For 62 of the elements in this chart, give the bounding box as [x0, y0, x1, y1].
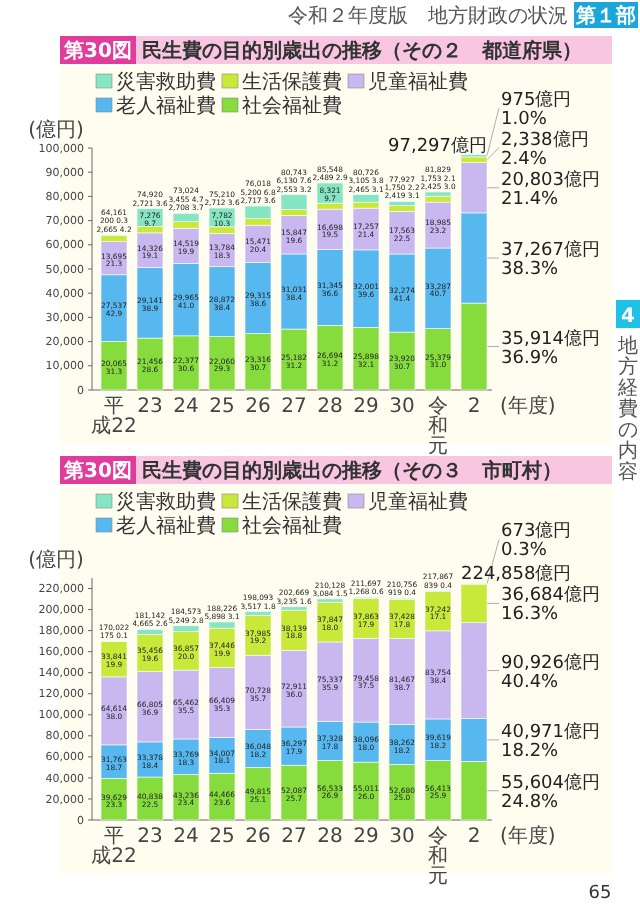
legend-label: 災害救助費 [116, 70, 216, 94]
x-tick-label: 28 [317, 396, 343, 418]
x-tick-label: 25 [209, 826, 235, 848]
text: 4 [621, 306, 636, 328]
bar [424, 191, 452, 197]
x-tick-label: 30 [389, 826, 415, 848]
data-label: 37,267億円 38.3% [501, 239, 600, 280]
legend-label: 児童福祉費 [368, 490, 468, 514]
bar [280, 194, 308, 210]
x-axis-title: (年度) [500, 824, 556, 848]
legend-label: 生活保護費 [242, 490, 342, 514]
data-label: 90,926億円 40.4% [501, 651, 600, 693]
x-tick-label: 2 [467, 826, 481, 848]
legend-label: 児童福祉費 [368, 70, 468, 94]
x-tick-label: 平成22 [91, 826, 137, 868]
x-tick-label: 25 [209, 396, 235, 418]
chart-title: 民生費の目的別歳出の推移（その３ 市町村） [142, 459, 562, 483]
x-tick-label: 27 [281, 396, 307, 418]
total-label: 224,858億円 [461, 563, 572, 586]
text: 令和２年度版 地方財政の状況 [288, 4, 568, 28]
text: 第30図 [62, 459, 132, 483]
x-tick-label: 26 [245, 826, 271, 848]
bar [244, 205, 272, 219]
x-axis-title: (年度) [500, 394, 556, 418]
x-tick-label: 2 [467, 396, 481, 418]
bar [172, 212, 200, 222]
data-label: 975億円 1.0% [501, 88, 572, 130]
text: 第１部 [574, 4, 636, 28]
chart-title: 民生費の目的別歳出の推移（その２ 都道府県） [142, 39, 582, 63]
data-label: 36,684億円 16.3% [501, 584, 600, 626]
x-tick-label: 24 [173, 826, 199, 848]
x-tick-label: 23 [137, 826, 163, 848]
x-tick-label: 29 [353, 826, 379, 848]
x-tick-label: 23 [137, 396, 163, 418]
x-tick-label: 29 [353, 396, 379, 418]
data-label: 2,338億円 2.4% [501, 128, 589, 170]
legend-label: 社会福祉費 [242, 94, 342, 118]
x-tick-label: 27 [281, 826, 307, 848]
legend-label: 老人福祉費 [116, 514, 216, 538]
text: 第30図 [62, 39, 132, 63]
data-label: 20,803億円 21.4% [501, 168, 600, 210]
legend-label: 生活保護費 [242, 70, 342, 94]
x-tick-label: 平成22 [91, 396, 137, 438]
x-tick-label: 28 [317, 826, 343, 848]
y-axis-title: (億円) [28, 548, 84, 572]
data-label: 673億円 0.3% [501, 520, 572, 562]
x-tick-label: 30 [389, 396, 415, 418]
x-tick-label: 令和元 [428, 824, 448, 888]
y-axis-title: (億円) [28, 118, 84, 142]
x-tick-label: 令和元 [428, 394, 448, 458]
x-tick-label: 24 [173, 396, 199, 418]
x-tick-label: 26 [245, 396, 271, 418]
legend-label: 災害救助費 [116, 490, 216, 514]
legend-label: 老人福祉費 [116, 94, 216, 118]
data-label: 55,604億円 24.8% [501, 771, 600, 813]
text: 地方経費の内容 [616, 334, 638, 484]
total-label: 97,297億円 [388, 134, 487, 157]
data-label: 40,971億円 18.2% [501, 720, 600, 762]
bar [352, 194, 380, 203]
text: 65 [588, 884, 612, 904]
data-label: 35,914億円 36.9% [501, 327, 600, 369]
legend-label: 社会福祉費 [242, 514, 342, 538]
